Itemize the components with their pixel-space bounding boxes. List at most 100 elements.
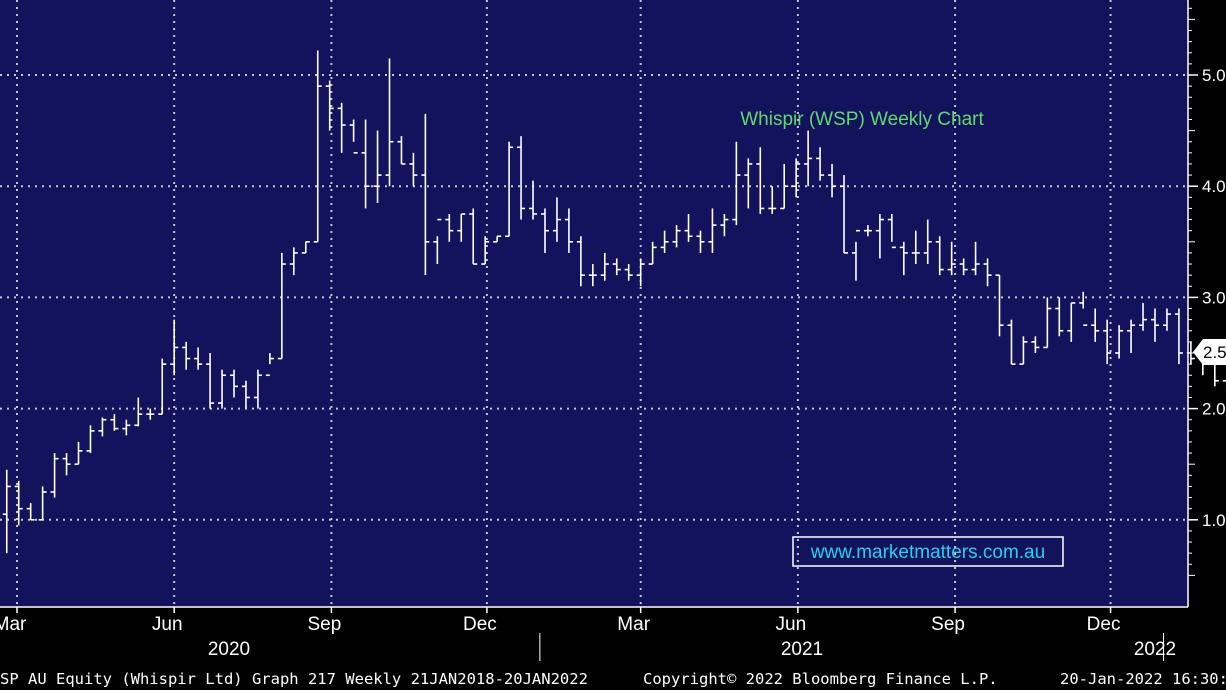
ohlc-bar <box>540 208 549 253</box>
ohlc-bar <box>588 264 597 287</box>
ohlc-bar <box>552 197 561 242</box>
plot-area <box>0 0 1188 607</box>
ohlc-bar <box>947 241 956 276</box>
ohlc-bar <box>1091 308 1100 342</box>
ohlc-bar <box>373 130 382 203</box>
year-label: 2020 <box>208 639 250 660</box>
ohlc-bar <box>863 225 872 237</box>
ohlc-bar <box>1103 319 1112 365</box>
ohlc-bar <box>433 218 442 265</box>
ohlc-bar <box>816 147 825 181</box>
ohlc-bar <box>923 219 932 265</box>
ohlc-bar <box>14 480 23 526</box>
ohlc-bar <box>50 453 59 498</box>
ohlc-bar <box>457 213 466 242</box>
ohlc-bar <box>62 453 71 476</box>
watermark-box <box>792 536 1064 567</box>
ohlc-bar <box>696 230 705 253</box>
ohlc-bar <box>289 247 298 276</box>
ohlc-bar <box>481 236 490 265</box>
ohlc-bar <box>840 175 849 254</box>
ohlc-bar <box>1067 302 1076 342</box>
ohlc-bar <box>720 214 729 237</box>
ohlc-bar <box>564 208 573 253</box>
ohlc-bar <box>959 258 968 276</box>
ohlc-bar <box>349 119 358 154</box>
ohlc-bar <box>385 58 394 187</box>
ohlc-bar <box>277 252 286 360</box>
ohlc-bar <box>241 380 250 409</box>
footer-security: SP AU Equity (Whispir Ltd) Graph 217 Wee… <box>0 670 588 688</box>
ohlc-bar <box>469 208 478 265</box>
ohlc-bar <box>134 397 143 427</box>
ohlc-bar <box>660 230 669 253</box>
ohlc-bar <box>493 235 502 243</box>
ohlc-bar <box>110 414 119 431</box>
ohlc-bar <box>612 258 621 276</box>
ohlc-bar <box>1127 319 1136 353</box>
ohlc-bar <box>2 469 11 554</box>
ohlc-bar <box>421 113 430 276</box>
ohlc-bar <box>828 163 837 198</box>
x-tick-label: Mar <box>617 614 650 635</box>
ohlc-bar <box>1019 336 1028 365</box>
ohlc-bar <box>146 408 155 420</box>
ohlc-bar <box>887 214 896 249</box>
ohlc-bar <box>301 241 310 254</box>
year-label: 2022 <box>1134 639 1176 660</box>
ohlc-bar <box>206 353 215 409</box>
ohlc-bar <box>122 419 131 436</box>
y-axis: 1.0 2.0 3.0 4.0 5.0 <box>1187 0 1226 607</box>
ohlc-bar <box>445 214 454 242</box>
ohlc-bar <box>505 141 514 238</box>
x-tick-label: Mar <box>0 614 27 635</box>
ohlc-bar <box>26 503 35 521</box>
ohlc-bar <box>337 102 346 153</box>
x-tick-label: Sep <box>931 614 965 635</box>
ohlc-bar <box>1043 297 1052 349</box>
ohlc-bar <box>911 230 920 265</box>
ohlc-bar <box>995 274 1004 337</box>
ohlc-bar <box>600 252 609 281</box>
ohlc-bar <box>1222 375 1226 392</box>
ohlc-bar <box>517 136 526 220</box>
ohlc-bar <box>576 236 585 287</box>
y-tick-label: 1.0 <box>1202 511 1226 530</box>
ohlc-bar <box>624 264 633 281</box>
ohlc-bar <box>253 369 262 409</box>
ohlc-bar <box>899 241 908 276</box>
ohlc-bar <box>756 147 765 214</box>
ohlc-bar <box>780 163 789 210</box>
x-tick-label: Jun <box>776 614 807 635</box>
watermark-text: www.marketmatters.com.au <box>810 542 1045 563</box>
ohlc-bar <box>708 208 717 253</box>
year-label: 2021 <box>781 639 823 660</box>
ohlc-bar <box>182 341 191 370</box>
ohlc-bar <box>397 136 406 165</box>
last-price-marker: 2.5 <box>1193 339 1226 365</box>
grid-lines <box>0 0 1188 607</box>
ohlc-bar <box>265 353 274 377</box>
ohlc-bar <box>935 236 944 276</box>
ohlc-bar <box>529 180 538 220</box>
ohlc-bar <box>218 369 227 409</box>
last-price-label: 2.5 <box>1203 343 1226 362</box>
ohlc-bar <box>361 119 370 209</box>
x-tick-label: Jun <box>152 614 183 635</box>
ohlc-bar <box>170 319 179 376</box>
ohlc-bar <box>1055 297 1064 337</box>
ohlc-bar <box>98 417 107 437</box>
ohlc-bar <box>983 258 992 287</box>
y-tick-label: 5.0 <box>1202 66 1226 85</box>
ohlc-bar <box>74 441 83 466</box>
ohlc-bar <box>1007 319 1016 365</box>
ohlc-bar <box>1174 308 1183 365</box>
ohlc-bars <box>2 50 1226 554</box>
ohlc-bar <box>409 152 418 187</box>
x-tick-label: Sep <box>307 614 341 635</box>
ohlc-bar <box>648 241 657 265</box>
ohlc-bar <box>1162 308 1171 331</box>
ohlc-bar <box>158 358 167 415</box>
footer-copyright: Copyright© 2022 Bloomberg Finance L.P. <box>643 670 998 688</box>
